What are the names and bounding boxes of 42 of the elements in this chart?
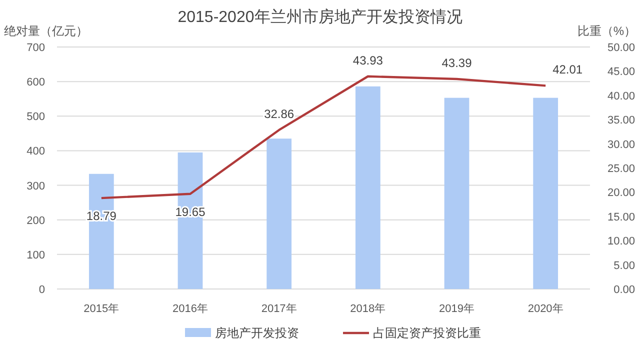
data-label: 19.65 — [175, 204, 206, 219]
y2-tick-label: 5.00 — [614, 260, 635, 272]
chart-title: 2015-2020年兰州市房地产开发投资情况 — [178, 8, 462, 26]
line-series — [100, 75, 547, 200]
y-axis-title: 绝对量（亿元） — [4, 24, 88, 38]
y2-tick-label: 0.00 — [614, 284, 635, 296]
y2-tick-label: 50.00 — [607, 42, 635, 54]
y2-tick-label: 15.00 — [607, 211, 635, 224]
y-tick-label: 400 — [26, 146, 45, 158]
x-tick-label: 2018年 — [350, 303, 386, 315]
data-label: 32.86 — [264, 106, 294, 121]
x-tick-label: 2020年 — [528, 303, 564, 315]
bar — [88, 174, 114, 289]
data-label: 43.93 — [352, 53, 384, 68]
y-tick-label: 500 — [26, 111, 45, 124]
x-tick-label: 2015年 — [84, 303, 120, 315]
y-tick-label: 200 — [26, 214, 45, 227]
data-label: 18.79 — [86, 209, 117, 224]
data-label: 42.01 — [552, 62, 583, 77]
y2-tick-label: 40.00 — [607, 90, 635, 102]
data-label: 43.39 — [442, 56, 472, 70]
bar — [533, 98, 558, 289]
y-tick-label: 0 — [38, 284, 45, 296]
bar — [444, 98, 470, 289]
y2-tick-label: 30.00 — [607, 138, 635, 151]
y2-tick-label: 25.00 — [607, 163, 635, 175]
y2-tick-label: 10.00 — [607, 236, 635, 248]
y-tick-label: 100 — [26, 249, 45, 262]
x-tick-label: 2016年 — [172, 303, 208, 315]
legend-label: 占固定资产投资比重 — [373, 326, 481, 340]
y-tick-label: 300 — [26, 180, 45, 192]
y2-tick-label: 45.00 — [607, 66, 635, 78]
y-tick-label: 700 — [26, 42, 45, 54]
bar — [266, 138, 292, 289]
bar — [355, 86, 380, 289]
legend-label: 房地产开发投资 — [215, 326, 299, 340]
y2-tick-label: 35.00 — [607, 114, 635, 127]
y-tick-label: 600 — [26, 76, 45, 89]
x-tick-label: 2019年 — [439, 303, 474, 315]
x-tick-label: 2017年 — [261, 303, 297, 315]
y2-tick-label: 20.00 — [607, 187, 635, 200]
y2-axis-title: 比重（%） — [577, 24, 636, 38]
